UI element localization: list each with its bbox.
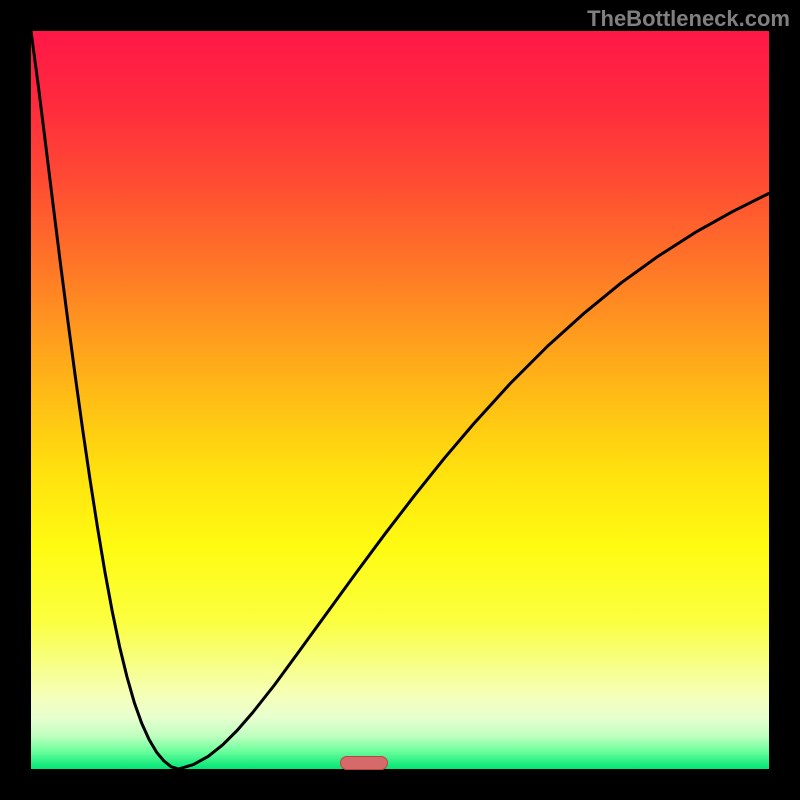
curve-svg xyxy=(31,31,769,769)
optimum-marker xyxy=(340,756,388,770)
bottleneck-curve xyxy=(31,31,769,769)
plot-area xyxy=(31,31,769,769)
watermark-text: TheBottleneck.com xyxy=(587,6,790,32)
